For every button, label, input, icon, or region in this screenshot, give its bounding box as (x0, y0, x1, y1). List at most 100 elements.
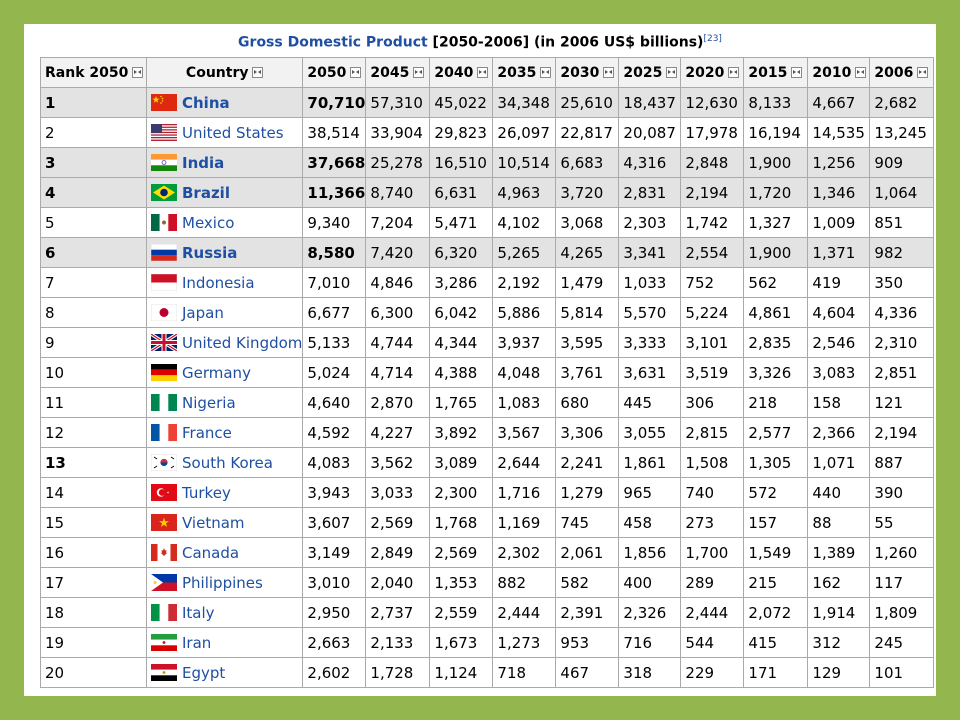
nigeria-flag-icon[interactable] (151, 393, 177, 411)
country-link[interactable]: Mexico (182, 213, 235, 232)
sort-icon[interactable] (917, 66, 929, 78)
value-cell-2035: 882 (492, 567, 557, 598)
country-link[interactable]: France (182, 423, 232, 442)
philippines-flag-icon[interactable] (151, 573, 177, 591)
value-cell-2025: 18,437 (618, 87, 682, 118)
sort-icon[interactable] (666, 66, 678, 78)
uk-flag-icon[interactable] (150, 332, 178, 352)
sort-icon[interactable] (252, 66, 264, 78)
sort-icon[interactable] (413, 66, 425, 78)
france-flag-icon[interactable] (151, 423, 177, 441)
country-link[interactable]: United Kingdom (182, 333, 303, 352)
country-link[interactable]: United States (182, 123, 284, 142)
column-header-label: 2010 (812, 64, 852, 81)
sort-icon[interactable] (477, 66, 489, 78)
column-header-2045[interactable]: 2045 (365, 57, 431, 88)
country-link[interactable]: China (182, 93, 230, 112)
country-link[interactable]: Russia (182, 243, 238, 262)
value-cell-2030: 3,068 (555, 207, 620, 238)
value-cell-2045: 4,227 (365, 417, 431, 448)
egypt-flag-icon[interactable] (151, 663, 177, 681)
sort-icon[interactable] (350, 66, 362, 78)
table-row: 10 Germany 5,024 4,714 4,388 4,048 3,761 3,631 3… (40, 357, 935, 388)
column-header-2015[interactable]: 2015 (743, 57, 809, 88)
caption-link[interactable]: Gross Domestic Product (238, 34, 428, 51)
country-link[interactable]: Japan (182, 303, 224, 322)
usa-flag-icon[interactable] (151, 123, 177, 141)
china-flag-icon[interactable] (151, 93, 177, 111)
column-header-country[interactable]: Country (145, 57, 304, 88)
country-link[interactable]: Germany (182, 363, 251, 382)
country-link[interactable]: Italy (182, 603, 215, 622)
brazil-flag-icon[interactable] (151, 183, 177, 201)
country-cell: Japan (145, 297, 304, 328)
column-header-2020[interactable]: 2020 (680, 57, 745, 88)
column-header-2006[interactable]: 2006 (869, 57, 935, 88)
table-row: 1 China 70,710 57,310 45,022 34,348 25,610 18,4… (40, 87, 935, 118)
value-cell-2025: 318 (618, 657, 682, 688)
country-link[interactable]: Indonesia (182, 273, 255, 292)
value-cell-2010: 3,083 (807, 357, 871, 388)
sort-icon[interactable] (132, 66, 144, 78)
value-cell-2030: 745 (555, 507, 620, 538)
value-cell-2040: 5,471 (429, 207, 494, 238)
value-cell-2010: 419 (807, 267, 871, 298)
column-header-rank-2050[interactable]: Rank 2050 (40, 57, 147, 88)
country-link[interactable]: India (182, 153, 225, 172)
table-row: 19 Iran 2,663 2,133 1,673 1,273 953 716 544 415 31… (40, 627, 935, 658)
russia-flag-icon[interactable] (150, 243, 178, 261)
mexico-flag-icon[interactable] (151, 213, 177, 231)
column-header-label: Rank 2050 (45, 64, 129, 81)
country-link[interactable]: Iran (182, 633, 212, 652)
japan-flag-icon[interactable] (150, 303, 178, 321)
sort-icon[interactable] (791, 66, 803, 78)
country-cell: Indonesia (145, 267, 304, 298)
sort-icon[interactable] (603, 66, 615, 78)
country-link[interactable]: Turkey (182, 483, 231, 502)
value-cell-2015: 4,861 (743, 297, 809, 328)
value-cell-2020: 1,700 (680, 537, 745, 568)
value-cell-2015: 171 (743, 657, 809, 688)
germany-flag-icon[interactable] (151, 363, 177, 381)
value-cell-2010: 14,535 (807, 117, 871, 148)
value-cell-2015: 1,327 (743, 207, 809, 238)
south-korea-flag-icon[interactable] (150, 453, 178, 471)
value-cell-2025: 445 (618, 387, 682, 418)
value-cell-2010: 1,371 (807, 237, 871, 268)
canada-flag-icon[interactable] (151, 543, 177, 561)
value-cell-2035: 1,083 (492, 387, 557, 418)
rank-cell: 3 (40, 147, 147, 178)
sort-icon[interactable] (728, 66, 740, 78)
sort-icon[interactable] (540, 66, 552, 78)
rank-cell: 5 (40, 207, 147, 238)
india-flag-icon[interactable] (151, 153, 177, 171)
italy-flag-icon[interactable] (151, 603, 177, 621)
column-header-2030[interactable]: 2030 (555, 57, 620, 88)
column-header-2035[interactable]: 2035 (492, 57, 557, 88)
value-cell-2050: 7,010 (302, 267, 367, 298)
iran-flag-icon[interactable] (151, 633, 177, 651)
sort-icon[interactable] (855, 66, 867, 78)
country-link[interactable]: South Korea (182, 453, 273, 472)
country-link[interactable]: Nigeria (182, 393, 236, 412)
reference-link[interactable]: [23] (703, 34, 722, 44)
column-header-2010[interactable]: 2010 (807, 57, 871, 88)
column-header-label: 2020 (685, 64, 725, 81)
column-header-2040[interactable]: 2040 (429, 57, 494, 88)
value-cell-2020: 544 (680, 627, 745, 658)
column-header-label: 2050 (307, 64, 347, 81)
country-link[interactable]: Egypt (182, 663, 226, 682)
column-header-2025[interactable]: 2025 (618, 57, 682, 88)
country-link[interactable]: Vietnam (182, 513, 245, 532)
column-header-2050[interactable]: 2050 (302, 57, 367, 88)
country-link[interactable]: Brazil (182, 183, 230, 202)
country-cell: Italy (145, 597, 304, 628)
value-cell-2015: 16,194 (743, 117, 809, 148)
country-link[interactable]: Philippines (182, 573, 263, 592)
country-link[interactable]: Canada (182, 543, 240, 562)
value-cell-2015: 2,072 (743, 597, 809, 628)
vietnam-flag-icon[interactable] (151, 513, 177, 531)
value-cell-2020: 273 (680, 507, 745, 538)
indonesia-flag-icon[interactable] (150, 273, 178, 291)
turkey-flag-icon[interactable] (151, 483, 177, 501)
